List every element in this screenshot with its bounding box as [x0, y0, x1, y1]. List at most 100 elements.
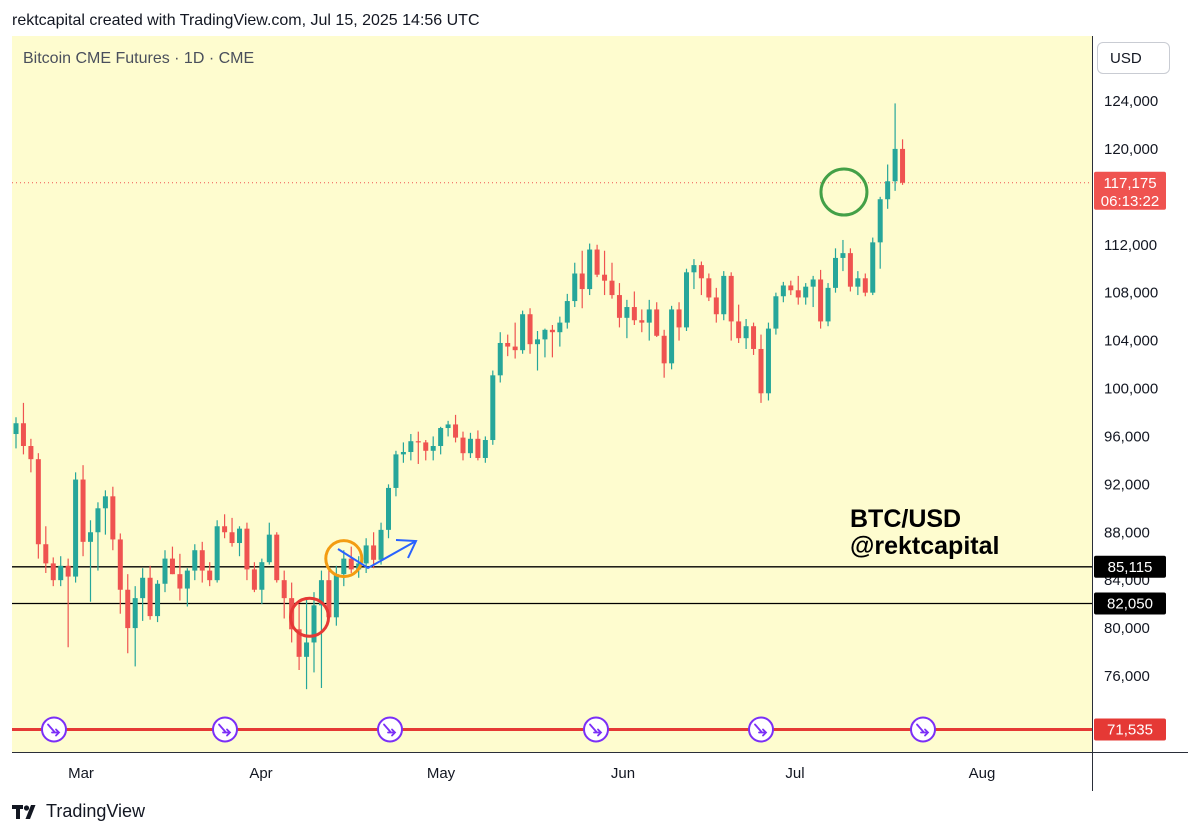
- candle[interactable]: [527, 308, 533, 354]
- candle[interactable]: [237, 526, 242, 557]
- candle[interactable]: [639, 309, 645, 333]
- candle[interactable]: [132, 586, 138, 667]
- candle[interactable]: [423, 440, 429, 461]
- candle[interactable]: [803, 283, 809, 305]
- candle[interactable]: [184, 568, 190, 607]
- candle[interactable]: [833, 248, 838, 293]
- candle[interactable]: [251, 562, 257, 593]
- candle[interactable]: [110, 486, 116, 551]
- candle[interactable]: [713, 287, 719, 323]
- candle[interactable]: [631, 291, 637, 326]
- candle[interactable]: [847, 248, 853, 292]
- candle[interactable]: [50, 557, 56, 587]
- candle[interactable]: [20, 402, 26, 455]
- candle[interactable]: [885, 164, 891, 209]
- candle[interactable]: [386, 484, 391, 539]
- candle[interactable]: [497, 332, 503, 383]
- candle[interactable]: [58, 556, 64, 587]
- candle[interactable]: [542, 328, 548, 358]
- candle[interactable]: [505, 334, 511, 357]
- candle[interactable]: [579, 250, 585, 309]
- candle[interactable]: [758, 334, 764, 403]
- candle[interactable]: [684, 268, 689, 331]
- candle[interactable]: [520, 310, 526, 354]
- candle[interactable]: [609, 262, 615, 299]
- candle[interactable]: [43, 526, 49, 573]
- candle[interactable]: [296, 604, 302, 671]
- candle[interactable]: [169, 546, 175, 575]
- candle[interactable]: [95, 502, 101, 571]
- candle[interactable]: [140, 568, 146, 621]
- candle[interactable]: [736, 304, 742, 343]
- candle[interactable]: [624, 299, 630, 339]
- candle[interactable]: [445, 420, 451, 437]
- candle[interactable]: [378, 522, 384, 565]
- currency-button[interactable]: USD: [1097, 42, 1170, 74]
- candle[interactable]: [616, 283, 622, 328]
- candle[interactable]: [706, 273, 712, 302]
- candle[interactable]: [229, 517, 235, 547]
- candle[interactable]: [467, 432, 473, 458]
- candle[interactable]: [207, 562, 213, 587]
- candle[interactable]: [214, 520, 220, 583]
- candle[interactable]: [855, 271, 861, 296]
- candle[interactable]: [602, 250, 608, 296]
- candle[interactable]: [430, 436, 436, 461]
- candle[interactable]: [460, 431, 466, 461]
- candle[interactable]: [28, 438, 34, 473]
- green-circle-annotation[interactable]: [819, 167, 869, 217]
- event-marker-icon[interactable]: [212, 716, 238, 743]
- candle[interactable]: [475, 430, 481, 461]
- event-marker-icon[interactable]: [748, 716, 774, 743]
- candle[interactable]: [266, 522, 272, 565]
- candle[interactable]: [780, 281, 786, 303]
- candle[interactable]: [564, 293, 570, 329]
- candle[interactable]: [415, 431, 421, 464]
- candle[interactable]: [341, 550, 347, 587]
- candle[interactable]: [393, 450, 399, 497]
- candle[interactable]: [199, 541, 205, 583]
- event-marker-icon[interactable]: [910, 716, 936, 743]
- event-marker-icon[interactable]: [583, 716, 609, 743]
- candle[interactable]: [244, 522, 250, 581]
- candle[interactable]: [646, 299, 652, 341]
- candle[interactable]: [318, 570, 324, 688]
- candle[interactable]: [177, 553, 183, 601]
- candle[interactable]: [840, 239, 846, 272]
- red-circle-annotation[interactable]: [289, 596, 331, 638]
- candle[interactable]: [721, 271, 727, 321]
- candle[interactable]: [870, 237, 876, 296]
- candle[interactable]: [162, 550, 168, 593]
- candle[interactable]: [155, 580, 161, 623]
- candle[interactable]: [810, 275, 816, 308]
- candle[interactable]: [259, 558, 265, 605]
- candle[interactable]: [348, 546, 354, 573]
- event-marker-icon[interactable]: [377, 716, 403, 743]
- tradingview-logo[interactable]: TradingView: [12, 801, 145, 822]
- candle[interactable]: [773, 292, 779, 335]
- candle[interactable]: [676, 302, 682, 341]
- candle[interactable]: [535, 331, 540, 371]
- candle[interactable]: [304, 598, 310, 690]
- candle[interactable]: [594, 244, 600, 278]
- candle[interactable]: [125, 574, 131, 654]
- candle[interactable]: [371, 532, 377, 569]
- candle[interactable]: [549, 325, 555, 358]
- candle[interactable]: [892, 103, 898, 191]
- candle[interactable]: [222, 514, 228, 539]
- candle[interactable]: [900, 139, 906, 185]
- blue-arrow-annotation[interactable]: [337, 539, 418, 570]
- candle[interactable]: [281, 570, 287, 619]
- candle[interactable]: [669, 305, 675, 370]
- candle[interactable]: [728, 272, 734, 341]
- candle[interactable]: [80, 465, 86, 557]
- candle[interactable]: [311, 592, 317, 673]
- candle[interactable]: [751, 322, 757, 355]
- candle[interactable]: [408, 434, 414, 461]
- candle[interactable]: [698, 261, 704, 296]
- candle[interactable]: [654, 302, 660, 337]
- candle[interactable]: [65, 558, 71, 648]
- candle[interactable]: [587, 243, 593, 296]
- candle[interactable]: [73, 472, 79, 583]
- candle[interactable]: [438, 426, 444, 455]
